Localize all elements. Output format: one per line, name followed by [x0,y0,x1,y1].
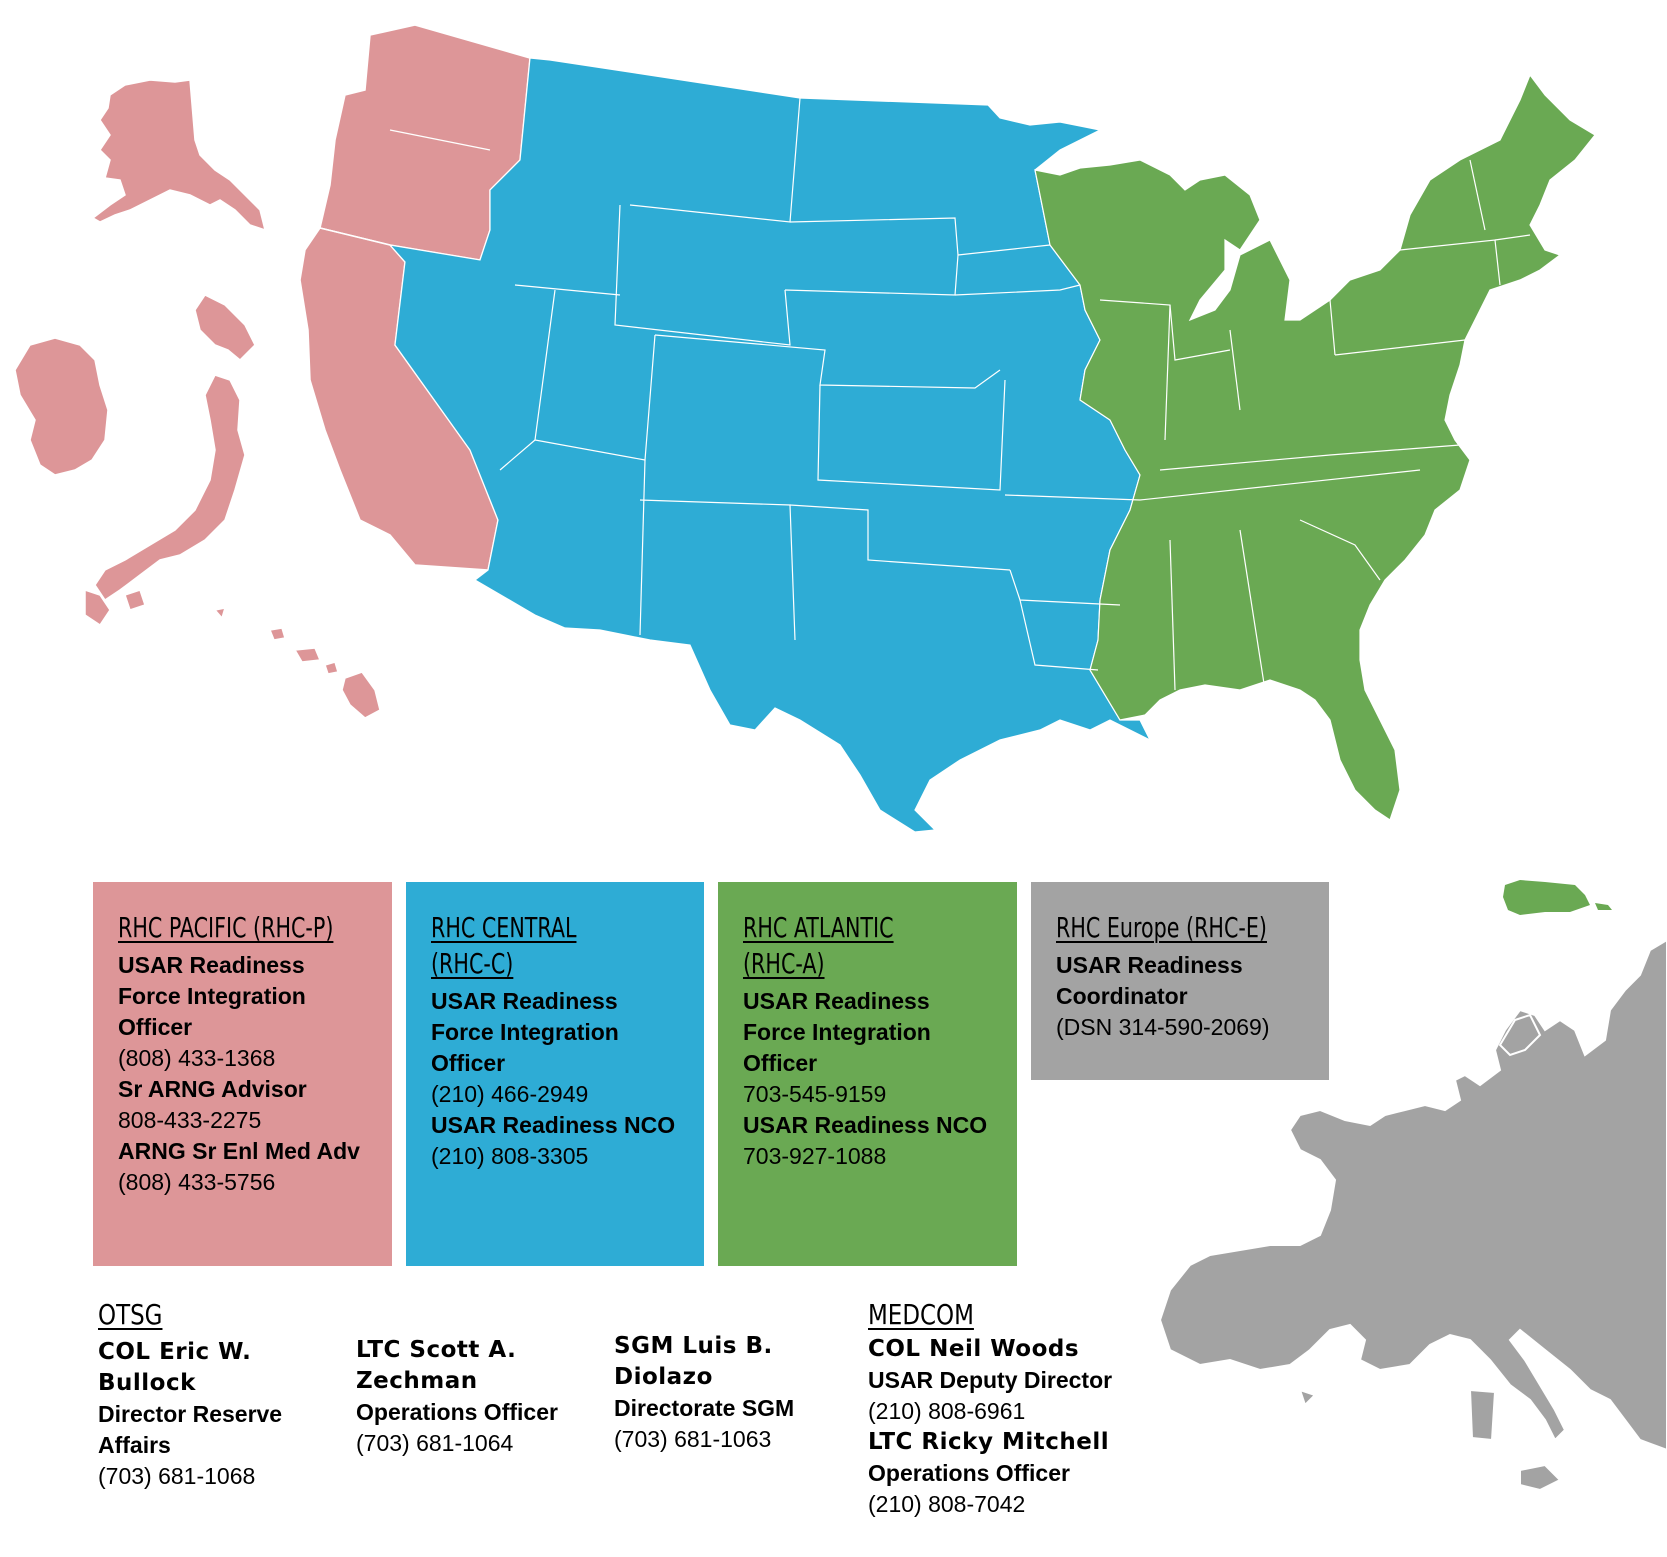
otsg-title: OTSG [98,1298,163,1331]
map-europe [1158,938,1667,1492]
rhc-central-title: RHC CENTRAL (RHC-C) [431,911,577,980]
person-phone: (703) 681-1068 [98,1463,256,1489]
rhc-central-contacts: USAR Readiness Force Integration Officer… [431,986,684,1172]
rhc-europe-contacts: USAR Readiness Coordinator (DSN 314-590-2… [1056,950,1309,1043]
contact-phone: 808-433-2275 [118,1107,262,1133]
person-phone: (703) 681-1064 [356,1430,514,1456]
contact-phone: (808) 433-1368 [118,1045,276,1071]
contact-phone: (210) 466-2949 [431,1081,589,1107]
contact-role: USAR Readiness NCO [743,1112,988,1138]
rhc-pacific-contacts: USAR Readiness Force Integration Officer… [118,950,372,1198]
otsg-section: OTSG [98,1297,177,1333]
medcom-person-1: COL Neil Woods USAR Deputy Director (210… [868,1334,1168,1520]
contact-role: USAR Readiness NCO [431,1112,676,1138]
person-title: USAR Deputy Director [868,1367,1113,1393]
otsg-person-2: LTC Scott A. Zechman Operations Officer … [356,1335,596,1459]
contact-phone: 703-927-1088 [743,1143,887,1169]
person-phone: (210) 808-6961 [868,1398,1026,1424]
contact-phone: 703-545-9159 [743,1081,887,1107]
rhc-central-box: RHC CENTRAL (RHC-C) USAR Readiness Force… [406,882,704,1266]
rhc-atlantic-box: RHC ATLANTIC (RHC-A) USAR Readiness Forc… [718,882,1017,1266]
rhc-atlantic-contacts: USAR Readiness Force Integration Officer… [743,986,997,1172]
person-name: LTC Ricky Mitchell [868,1429,1110,1455]
contact-role: USAR Readiness Force Integration Officer [118,952,306,1040]
person-title: Operations Officer [868,1460,1070,1486]
person-title: Operations Officer [356,1399,558,1425]
otsg-person-3: SGM Luis B. Diolazo Directorate SGM (703… [614,1331,844,1455]
person-title: Director Reserve Affairs [98,1401,283,1458]
medcom-title: MEDCOM [868,1298,974,1331]
contact-role: ARNG Sr Enl Med Adv [118,1138,360,1164]
medcom-section: MEDCOM [868,1297,997,1333]
rhc-pacific-box: RHC PACIFIC (RHC-P) USAR Readiness Force… [93,882,392,1266]
map-pacific [14,24,531,719]
contact-role: USAR Readiness Coordinator [1056,952,1243,1009]
person-name: COL Neil Woods [868,1336,1080,1362]
person-name: SGM Luis B. Diolazo [614,1333,773,1390]
person-phone: (210) 808-7042 [868,1491,1026,1517]
map-island-green [1503,880,1612,915]
contact-role: USAR Readiness Force Integration Officer [743,988,931,1076]
person-name: COL Eric W. Bullock [98,1339,252,1396]
person-name: LTC Scott A. Zechman [356,1337,517,1394]
contact-phone: (DSN 314-590-2069) [1056,1014,1270,1040]
rhc-europe-box: RHC Europe (RHC-E) USAR Readiness Coordi… [1031,882,1329,1080]
contact-role: USAR Readiness Force Integration Officer [431,988,619,1076]
map-state-borders [319,97,1531,691]
contact-phone: (808) 433-5756 [118,1169,276,1195]
rhc-pacific-title: RHC PACIFIC (RHC-P) [118,911,334,944]
person-title: Directorate SGM [614,1395,795,1421]
contact-role: Sr ARNG Advisor [118,1076,307,1102]
contact-phone: (210) 808-3305 [431,1143,589,1169]
otsg-person-1: COL Eric W. Bullock Director Reserve Aff… [98,1337,328,1492]
rhc-europe-title: RHC Europe (RHC-E) [1056,911,1267,944]
person-phone: (703) 681-1063 [614,1426,772,1452]
rhc-atlantic-title: RHC ATLANTIC (RHC-A) [743,911,894,980]
